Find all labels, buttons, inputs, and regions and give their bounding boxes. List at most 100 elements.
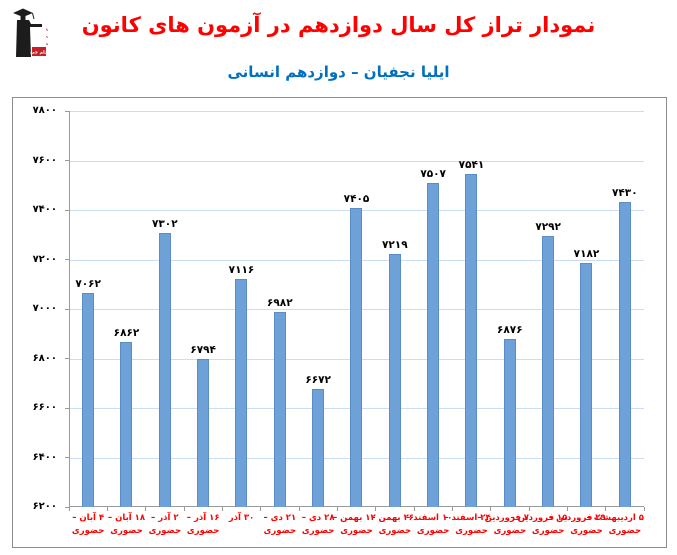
kanoon-logo: کانون فرهنگی آموزش قلم چی [10, 5, 48, 62]
y-axis-tick [65, 110, 69, 112]
x-axis-category-label: ۱۰ اسفند – حضوری [405, 512, 453, 538]
bar-column: ۶۸۷۶ [491, 111, 529, 507]
y-axis-label: ۶۲۰۰ [32, 501, 57, 512]
bar-column: ۷۲۱۹ [376, 111, 414, 507]
x-axis-category-label: ۲۶ بهمن – حضوری [371, 512, 414, 538]
bar [427, 182, 440, 507]
bar [618, 201, 631, 507]
x-axis-label-line2: حضوری [531, 526, 565, 536]
x-axis-category-label: ۱۵ فروردین – حضوری [511, 512, 568, 538]
x-axis-category-label: ۲۴ اسفند – حضوری [444, 512, 491, 538]
x-axis-label-line2: حضوری [263, 526, 297, 536]
x-axis-label-line2: حضوری [71, 526, 105, 536]
x-axis-tick [183, 507, 185, 511]
x-axis-category-label: ۴ آبان – حضوری [69, 512, 107, 538]
x-axis-label-line1: ۱۰ اسفند – [405, 513, 453, 523]
bar-value-label: ۶۸۶۲ [113, 327, 140, 340]
y-axis-line [69, 111, 70, 508]
bar-column: ۷۵۰۷ [414, 111, 452, 507]
y-axis-tick [65, 506, 69, 508]
bar-value-label: ۶۷۹۴ [190, 344, 216, 356]
bar-value-label: ۶۶۷۲ [305, 374, 331, 387]
plot-area: ۷۰۶۲ ۶۸۶۲ ۷۳۰۲ ۶۷۹۴ ۷۱۱۶ ۶۹۸۲ ۶۶۷۲ ۷۴۰۵ ۷۲۱۹ ۷۵۰۷… [65, 110, 645, 511]
svg-text:کانون: کانون [46, 26, 48, 32]
x-axis-tick [528, 507, 530, 511]
bar [503, 338, 516, 507]
x-axis-category-label: ۳۰ آذر [222, 512, 260, 525]
bar-value-label: ۷۲۹۲ [535, 220, 561, 233]
x-axis-label-line2: حضوری [608, 526, 642, 536]
x-axis-label-line2: حضوری [493, 526, 527, 536]
score-bar-chart: ۶۲۰۰ ۶۴۰۰ ۶۶۰۰ ۶۸۰۰ ۷۰۰۰ ۷۲۰۰ ۷۴۰۰ ۷۶۰۰ ۷۸۰۰ ۷۰۶… [12, 97, 667, 548]
x-axis-label-line2: حضوری [340, 526, 373, 536]
y-axis-label: ۶۶۰۰ [32, 402, 57, 413]
y-axis-label: ۷۲۰۰ [32, 253, 57, 265]
x-axis-tick [298, 507, 300, 511]
y-axis-tick [65, 259, 69, 260]
bar [580, 262, 593, 507]
x-axis-label-line1: ۵ اردیبهشت – [586, 513, 644, 523]
bar-column: ۷۴۰۵ [337, 111, 375, 507]
x-axis-label-line1: ۷ فروردین – [477, 513, 529, 523]
bar-value-label: ۷۱۸۲ [573, 247, 600, 260]
bar [158, 233, 171, 507]
logo-red-block [32, 47, 46, 56]
x-axis-category-label: ۵ اردیبهشت – حضوری [586, 512, 644, 538]
chart-subtitle: ایلیا نجفیان – دوازدهم انسانی [227, 63, 450, 81]
gridline [70, 111, 644, 112]
y-axis-tick [65, 209, 69, 211]
bar-value-label: ۶۸۷۶ [496, 323, 523, 336]
bar-column: ۷۰۶۲ [69, 111, 107, 507]
bar-column: ۷۱۸۲ [567, 111, 605, 507]
svg-text:آموزش: آموزش [46, 38, 48, 46]
bar-column: ۷۴۳۰ [606, 111, 644, 507]
x-axis-label-line1: ۲۴ اسفند – [444, 513, 491, 523]
x-axis-label-line2: حضوری [110, 526, 143, 536]
bar [82, 292, 95, 507]
x-axis-label-line1: ۲۶ بهمن – [371, 513, 414, 523]
bar [465, 174, 478, 507]
y-axis-tick [65, 308, 69, 310]
chart-title: نمودار تراز کل سال دوازدهم در آزمون های … [81, 13, 596, 37]
x-axis-category-label: ۲ آذر – حضوری [146, 512, 184, 538]
bar-value-label: ۷۴۰۵ [343, 192, 370, 205]
bar-column: ۷۱۱۶ [222, 111, 260, 507]
x-axis-label-line1: ۳۰ آذر [228, 513, 255, 523]
x-axis-label-line2: حضوری [455, 526, 488, 536]
x-axis-tick [260, 507, 262, 511]
y-axis-labels: ۶۲۰۰ ۶۴۰۰ ۶۶۰۰ ۶۸۰۰ ۷۰۰۰ ۷۲۰۰ ۷۴۰۰ ۷۶۰۰ ۷۸۰۰ [17, 105, 63, 512]
y-axis-tick [65, 160, 69, 161]
y-axis-tick [65, 457, 69, 458]
x-axis-label-line1: ۱۶ آذر – [186, 513, 220, 523]
bar [120, 342, 133, 507]
bar-column: ۷۵۴۱ [452, 111, 490, 507]
y-axis-tick [65, 407, 69, 409]
x-axis-category-label: ۲۹ فروردین – حضوری [548, 512, 606, 538]
gridline [70, 160, 644, 162]
x-axis-category-label: ۷ فروردین – حضوری [477, 512, 529, 538]
bar-value-label: ۶۹۸۲ [266, 297, 293, 310]
bar-value-label: ۷۰۶۲ [75, 277, 101, 290]
bar-value-label: ۷۴۳۰ [611, 186, 638, 199]
x-axis-label-line2: حضوری [416, 526, 450, 536]
x-axis-label-line2: حضوری [186, 526, 220, 536]
x-axis-tick [413, 507, 415, 511]
logo-text-lines: کانون فرهنگی آموزش [46, 26, 48, 46]
y-axis-label: ۶۸۰۰ [32, 352, 57, 364]
x-axis-tick [375, 507, 377, 511]
x-axis-category-label: ۱۲ بهمن – حضوری [332, 512, 376, 538]
y-axis-label: ۶۴۰۰ [32, 451, 57, 463]
x-axis-tick [221, 507, 223, 511]
bar [235, 279, 248, 507]
y-axis-label: ۷۸۰۰ [32, 105, 57, 116]
x-axis-category-label: ۱۸ آبان – حضوری [107, 512, 145, 538]
x-axis-label-line1: ۱۲ بهمن – [332, 513, 376, 523]
bar-value-label: ۷۲۱۹ [381, 238, 408, 251]
bar [273, 312, 286, 507]
x-axis-category-label: ۲۸ دی – حضوری [299, 512, 337, 538]
bar-value-label: ۷۱۱۶ [228, 264, 255, 277]
x-axis-label-line1: ۲۹ فروردین – [548, 513, 606, 523]
y-axis-tick [65, 358, 69, 359]
bar-column: ۷۲۹۲ [529, 111, 567, 507]
